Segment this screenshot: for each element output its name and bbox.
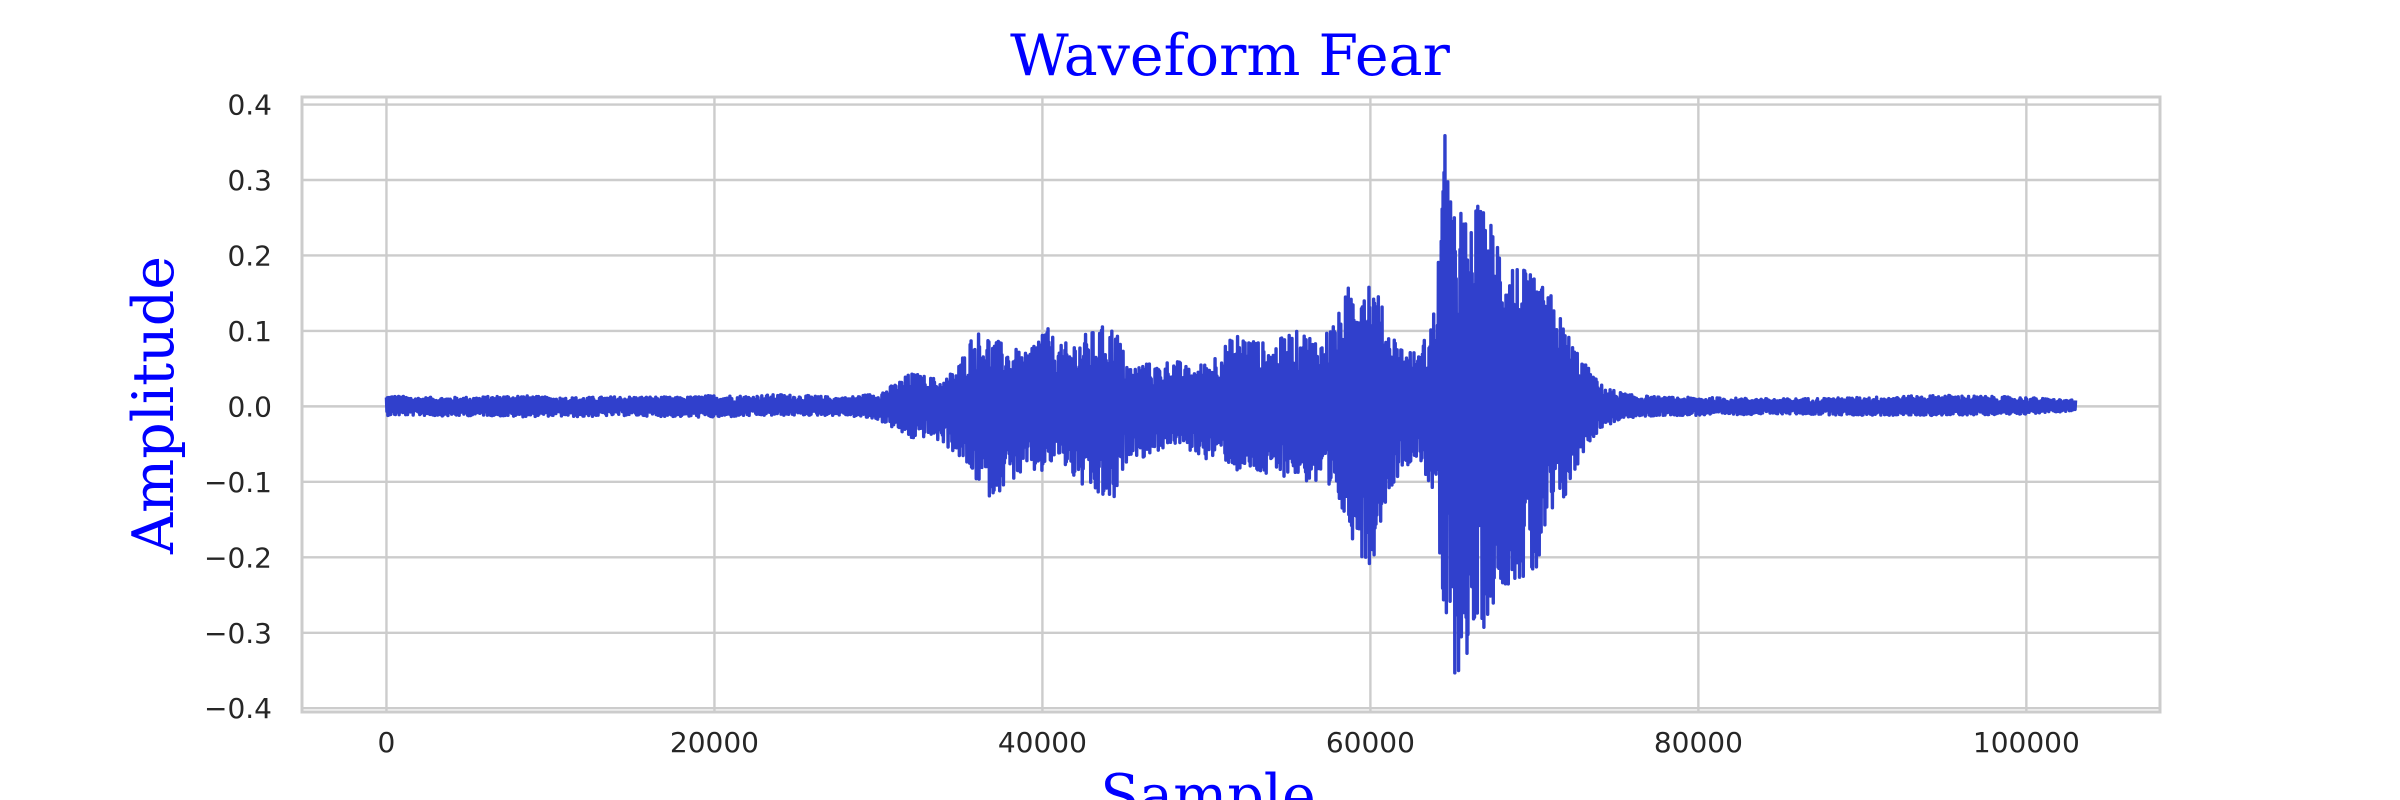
y-tick-label: −0.3 bbox=[204, 617, 272, 650]
y-tick-label: −0.1 bbox=[204, 466, 272, 499]
x-tick-label: 80000 bbox=[1654, 726, 1743, 759]
x-tick-label: 60000 bbox=[1326, 726, 1415, 759]
y-tick-label: −0.2 bbox=[204, 541, 272, 574]
y-tick-labels: 0.4 0.3 0.2 0.1 0.0 −0.1 −0.2 −0.3 −0.4 bbox=[204, 89, 272, 726]
y-tick-label: 0.0 bbox=[227, 390, 272, 423]
waveform-series-line bbox=[384, 134, 2078, 675]
y-tick-label: 0.4 bbox=[227, 89, 272, 122]
x-tick-label: 20000 bbox=[670, 726, 759, 759]
plot-area-frame bbox=[300, 95, 2162, 714]
x-tick-label: 0 bbox=[378, 726, 396, 759]
x-tick-labels: 0 20000 40000 60000 80000 100000 bbox=[378, 726, 2080, 759]
x-tick-label: 40000 bbox=[998, 726, 1087, 759]
y-tick-label: 0.1 bbox=[227, 315, 272, 348]
chart-title: Waveform Fear bbox=[1010, 23, 1451, 89]
x-axis-label: Sample bbox=[1100, 763, 1316, 800]
y-tick-label: 0.2 bbox=[227, 239, 272, 272]
y-axis-label: Amplitude bbox=[121, 256, 187, 555]
y-tick-label: 0.3 bbox=[227, 164, 272, 197]
y-tick-label: −0.4 bbox=[204, 692, 272, 725]
x-tick-label: 100000 bbox=[1973, 726, 2080, 759]
